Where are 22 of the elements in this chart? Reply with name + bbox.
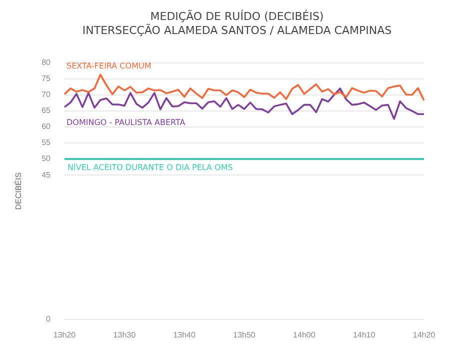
y-tick-label: 60 <box>42 122 52 132</box>
x-tick-label: 13h30 <box>113 330 136 340</box>
x-tick-label: 14h20 <box>412 330 436 340</box>
y-tick-label: 0 <box>46 314 52 324</box>
x-tick-label: 13h50 <box>233 330 256 340</box>
y-tick-label: 65 <box>42 106 52 116</box>
y-tick-label: 45 <box>42 170 52 180</box>
y-axis-title: DECIBÉIS <box>14 172 24 210</box>
x-tick-label: 13h40 <box>173 330 196 340</box>
y-tick-label: 55 <box>42 138 52 148</box>
x-tick-label: 13h20 <box>53 330 76 340</box>
x-tick-label: 14h10 <box>352 330 376 340</box>
x-tick-label: 14h00 <box>293 330 316 340</box>
y-tick-label: 75 <box>42 74 52 84</box>
series-label: SEXTA-FEIRA COMUM <box>66 62 152 71</box>
y-tick-label: 70 <box>42 90 52 100</box>
series-label: DOMINGO - PAULISTA ABERTA <box>66 118 186 128</box>
y-tick-label: 80 <box>42 58 52 68</box>
chart-title: MEDIÇÃO DE RUÍDO (DECIBÉIS) <box>149 10 325 24</box>
ref-line-label: NÍVEL ACEITO DURANTE O DIA PELA OMS <box>68 162 233 172</box>
y-tick-label: 50 <box>42 154 52 164</box>
chart-subtitle: INTERSECÇÃO ALAMEDA SANTOS / ALAMEDA CAMPINAS <box>81 24 393 38</box>
